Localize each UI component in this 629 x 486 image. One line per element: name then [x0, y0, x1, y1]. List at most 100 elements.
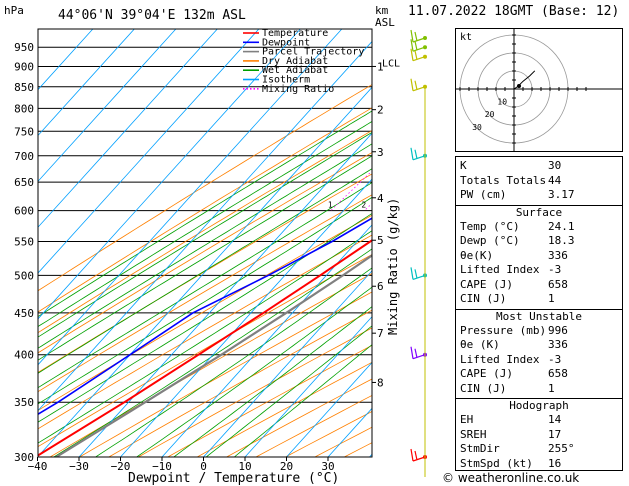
dry-adiabat-line	[49, 273, 372, 457]
hodograph-kt-label: kt	[460, 32, 472, 43]
hodograph-storm-marker	[517, 84, 521, 88]
index-value: 336	[548, 248, 568, 262]
km-tick-label: 1	[377, 60, 384, 73]
index-section-title: Most Unstable	[456, 308, 622, 323]
hodograph-ring-label: 30	[472, 123, 482, 132]
wet-adiabat-line	[38, 182, 372, 389]
index-key: StmSpd (kt)	[460, 456, 533, 470]
mixing-ratio-label: 6	[420, 201, 425, 210]
index-value: 658	[548, 367, 568, 380]
km-tick-label: 7	[377, 327, 384, 340]
dry-adiabat-line	[38, 234, 372, 430]
wind-barb	[410, 29, 427, 43]
index-value: 1	[548, 381, 555, 395]
dry-adiabat-line	[38, 214, 372, 411]
isotherm-line	[203, 270, 372, 457]
index-key: SREH	[460, 427, 487, 441]
hodograph-panel: kt 10 20 30	[441, 16, 623, 162]
datetime-title: 11.07.2022 18GMT (Base: 12)	[408, 4, 620, 19]
hodograph-ring-label: 10	[497, 98, 507, 107]
hodograph-trace	[513, 70, 536, 90]
wind-barb	[410, 78, 427, 92]
index-key: Pressure (mb)	[460, 323, 547, 337]
wind-barb	[410, 39, 427, 52]
dry-adiabat-line	[138, 327, 372, 457]
mixing-ratio-line	[330, 170, 372, 211]
isotherm-line	[38, 29, 135, 137]
index-key: EH	[460, 413, 474, 426]
pressure-tick-label: 650	[14, 176, 34, 189]
index-value: 17	[548, 427, 562, 441]
index-section-title: Hodograph	[456, 398, 622, 412]
index-value: -3	[548, 352, 562, 366]
wet-adiabat-line	[38, 230, 372, 444]
dry-adiabat-line	[38, 107, 372, 313]
wet-adiabat-line	[38, 110, 372, 318]
isotherm-line	[38, 86, 372, 457]
legend-entry: Parcel Trajectory	[262, 47, 364, 58]
isotherm-line	[38, 29, 301, 320]
km-tick-label: 4	[377, 192, 384, 205]
isotherm-line	[38, 29, 218, 228]
isotherm-line	[38, 29, 343, 366]
pressure-tick-label: 400	[14, 349, 34, 362]
lcl-label: LCL	[382, 59, 400, 70]
pressure-tick-label: 700	[14, 150, 34, 163]
copyright-text: © weatheronline.co.uk	[442, 471, 580, 485]
dry-adiabat-line	[38, 84, 372, 292]
mixing-ratio-label: 8	[436, 201, 441, 210]
index-value: 30	[548, 159, 562, 172]
wind-barbs	[410, 29, 427, 477]
series-lines	[38, 217, 372, 457]
index-section-title: Surface	[456, 204, 622, 219]
isotherm-line	[120, 178, 372, 457]
pressure-tick-label: 350	[14, 396, 34, 409]
index-value: 336	[548, 338, 568, 351]
temp-tick-label: −30	[69, 460, 89, 473]
dry-adiabat-line	[108, 309, 372, 457]
pressure-tick-label: 600	[14, 205, 34, 218]
isotherm-line	[38, 29, 177, 182]
wet-adiabat-line	[136, 286, 372, 457]
km-tick-label: 8	[377, 376, 384, 389]
location-title: 44°06'N 39°04'E 132m ASL	[58, 8, 246, 23]
wind-barb	[410, 147, 427, 161]
index-value: 1	[548, 292, 555, 305]
index-value: 44	[548, 173, 562, 187]
legend-entry: Wet Adiabat	[262, 65, 328, 76]
pressure-tick-label: 750	[14, 125, 34, 138]
index-value: 658	[548, 277, 568, 291]
index-value: 18.3	[548, 234, 575, 247]
hodograph-ring-label: 20	[485, 110, 495, 119]
wet-adiabat-line	[95, 267, 372, 457]
legend-entry: Isotherm	[262, 75, 310, 86]
indices-panel: K 30 Totals Totals 44 PW (cm) 3.17 Surface Temp…	[455, 156, 623, 471]
wet-adiabat-line	[38, 168, 372, 374]
isotherm-line	[38, 29, 260, 274]
km-tick-label: 2	[377, 104, 384, 117]
axes: 3003504004505005506006507007508008509009…	[14, 41, 400, 473]
index-key: Lifted Index	[460, 263, 540, 276]
series-temperature	[38, 239, 372, 457]
isotherm-line	[161, 224, 372, 457]
wet-adiabat-line	[38, 131, 372, 338]
index-value: 3.17	[548, 188, 575, 201]
index-key: Temp (°C)	[460, 219, 520, 233]
x-axis-label: Dewpoint / Temperature (°C)	[128, 471, 339, 486]
legend-entry: Dewpoint	[262, 37, 310, 48]
wet-adiabat-line	[53, 248, 372, 457]
temp-tick-label: 10	[238, 460, 251, 473]
isotherm-line	[244, 316, 372, 457]
index-key: CAPE (J)	[460, 277, 513, 291]
km-tick-label: 3	[377, 146, 384, 159]
temp-tick-label: −10	[152, 460, 172, 473]
grid-lines: 12346810152025	[38, 29, 441, 457]
dry-adiabat-line	[79, 291, 372, 457]
pressure-tick-label: 800	[14, 102, 34, 115]
wet-adiabat-line	[38, 121, 372, 328]
wet-adiabat-line	[38, 155, 372, 361]
pressure-tick-label: 300	[14, 451, 34, 464]
series-parcel-trajectory	[55, 254, 372, 457]
